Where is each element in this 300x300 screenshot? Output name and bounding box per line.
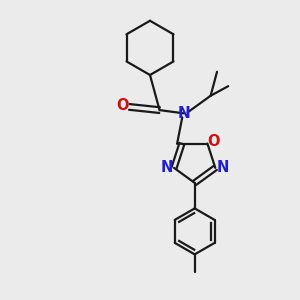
Text: O: O — [207, 134, 219, 148]
Text: N: N — [161, 160, 173, 175]
Text: O: O — [116, 98, 128, 113]
Text: N: N — [177, 106, 190, 121]
Text: N: N — [216, 160, 229, 175]
